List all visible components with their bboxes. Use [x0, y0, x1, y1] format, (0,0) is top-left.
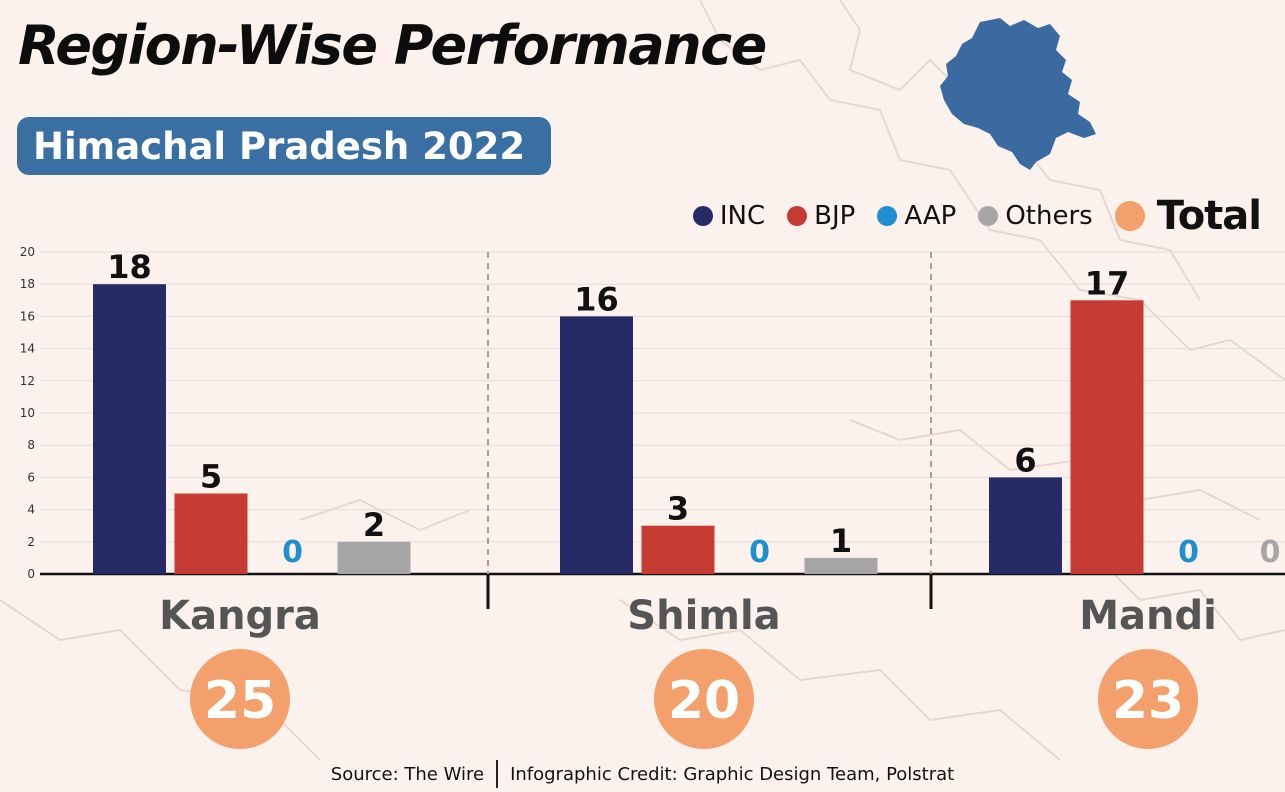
total-circle: [654, 649, 754, 749]
bar-inc: [989, 477, 1062, 574]
y-tick-label: 4: [27, 503, 35, 517]
legend-dot-bjp: [787, 206, 808, 226]
bar-inc: [93, 284, 166, 574]
legend-label-inc: INC: [719, 201, 766, 231]
bar-others: [337, 541, 411, 574]
legend-item-others: Others: [978, 201, 1093, 231]
data-label: 3: [667, 490, 689, 528]
y-tick-label: 10: [20, 406, 35, 420]
legend-label-total: Total: [1156, 193, 1262, 239]
y-tick-label: 14: [20, 342, 35, 356]
total-value: 20: [668, 671, 740, 731]
region-label-shimla: Shimla: [627, 593, 780, 639]
legend-dot-inc: [692, 206, 713, 226]
region-label-kangra: Kangra: [159, 593, 321, 639]
legend-label-aap: AAP: [904, 201, 957, 231]
bar-others: [804, 557, 878, 574]
data-label: 18: [107, 248, 152, 286]
data-label: 6: [1014, 441, 1036, 479]
data-label: 2: [363, 506, 385, 544]
data-label: 0: [749, 535, 770, 570]
y-tick-label: 6: [27, 470, 35, 484]
y-tick-label: 20: [20, 245, 35, 259]
legend-dot-aap: [877, 206, 898, 226]
legend-dot-others: [978, 206, 999, 226]
region-label-mandi: Mandi: [1079, 593, 1217, 639]
legend-item-aap: AAP: [877, 201, 956, 231]
bar-bjp: [641, 525, 715, 574]
total-value: 25: [204, 671, 276, 731]
himachal-pradesh-map-icon: [940, 18, 1096, 170]
footer-divider: [496, 760, 499, 788]
legend-item-total: Total: [1114, 193, 1262, 239]
data-label: 0: [282, 535, 303, 570]
data-label: 1: [830, 522, 852, 560]
legend-item-bjp: BJP: [787, 201, 855, 231]
total-circle: [190, 649, 290, 749]
chart-subtitle: Himachal Pradesh 2022: [33, 124, 526, 168]
y-tick-label: 2: [27, 535, 35, 549]
bar-inc: [560, 316, 633, 574]
y-tick-label: 12: [20, 374, 35, 388]
legend: INC BJP AAP Others Total: [671, 193, 1262, 239]
data-label: 0: [1260, 535, 1281, 570]
legend-dot-total: [1114, 201, 1145, 231]
data-label: 0: [1178, 535, 1199, 570]
subtitle-badge: Himachal Pradesh 2022: [17, 117, 552, 175]
legend-item-inc: INC: [692, 201, 766, 231]
bar-bjp: [174, 493, 248, 574]
chart-title: Region-Wise Performance: [18, 14, 767, 77]
data-label: 16: [574, 280, 619, 318]
bar-bjp: [1070, 300, 1144, 574]
y-tick-label: 16: [20, 309, 35, 323]
data-label: 5: [200, 458, 222, 496]
footer-source: Source: The Wire: [330, 763, 485, 785]
total-circle: [1098, 649, 1198, 749]
y-tick-label: 8: [27, 438, 35, 452]
total-value: 23: [1112, 671, 1184, 731]
y-tick-label: 0: [27, 567, 35, 581]
legend-label-bjp: BJP: [814, 201, 856, 231]
data-label: 17: [1085, 264, 1130, 302]
y-tick-label: 18: [20, 277, 35, 291]
footer-credit: Infographic Credit: Graphic Design Team,…: [510, 763, 955, 785]
footer: Source: The Wire Infographic Credit: Gra…: [0, 760, 1285, 788]
legend-label-others: Others: [1005, 201, 1093, 231]
